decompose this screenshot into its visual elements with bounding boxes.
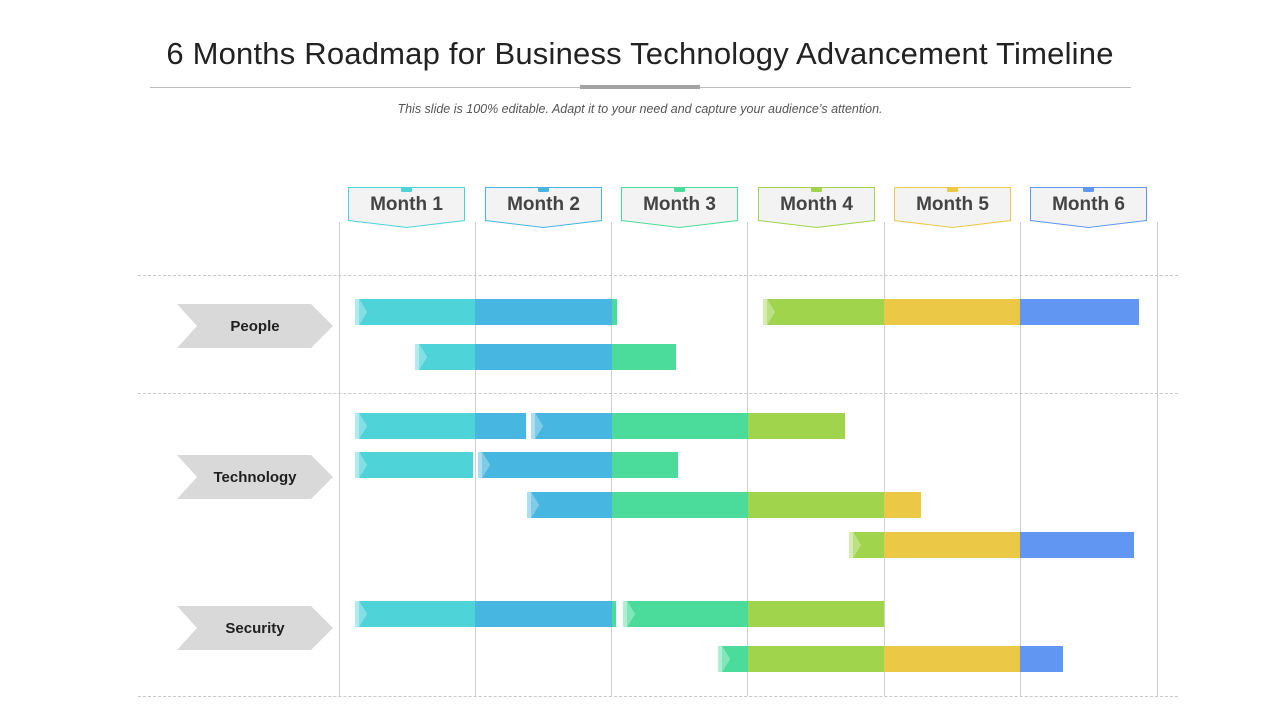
bar-start-chevron bbox=[717, 646, 730, 672]
bar-segment bbox=[884, 299, 1021, 325]
month-2-header: Month 2 bbox=[485, 187, 602, 229]
timeline-bar bbox=[415, 344, 676, 370]
bar-segment bbox=[355, 299, 476, 325]
bar-start-chevron bbox=[355, 413, 368, 439]
month-label: Month 5 bbox=[916, 194, 989, 215]
bar-segment bbox=[527, 492, 613, 518]
row-divider bbox=[138, 275, 1178, 276]
group-label: Security bbox=[225, 620, 285, 637]
page-title: 6 Months Roadmap for Business Technology… bbox=[166, 36, 1114, 71]
bar-segment bbox=[747, 492, 885, 518]
bar-segment bbox=[611, 601, 616, 627]
timeline-bar bbox=[622, 601, 885, 627]
grid-line bbox=[884, 222, 885, 696]
month-label: Month 6 bbox=[1052, 194, 1125, 215]
group-people: People bbox=[177, 304, 333, 348]
month-label: Month 4 bbox=[780, 194, 853, 215]
row-divider bbox=[138, 393, 1178, 394]
month-label: Month 1 bbox=[370, 194, 443, 215]
timeline-bar bbox=[355, 601, 616, 627]
month-1-header: Month 1 bbox=[348, 187, 465, 229]
month-3-header: Month 3 bbox=[621, 187, 738, 229]
grid-line bbox=[339, 222, 340, 696]
bar-start-chevron bbox=[622, 601, 635, 627]
month-6-header: Month 6 bbox=[1030, 187, 1147, 229]
month-label: Month 2 bbox=[507, 194, 580, 215]
bar-segment bbox=[747, 646, 885, 672]
timeline-bar bbox=[762, 299, 1140, 325]
bar-segment bbox=[611, 344, 676, 370]
bar-segment bbox=[884, 532, 1021, 558]
timeline-bar bbox=[848, 532, 1134, 558]
grid-line bbox=[1157, 222, 1158, 696]
timeline-bar bbox=[355, 413, 526, 439]
bar-segment bbox=[611, 413, 749, 439]
bar-start-chevron bbox=[527, 492, 540, 518]
bar-segment bbox=[475, 344, 613, 370]
bar-segment bbox=[611, 299, 618, 325]
timeline-bar bbox=[478, 452, 679, 478]
bar-segment bbox=[622, 601, 749, 627]
bar-segment bbox=[1020, 532, 1134, 558]
bar-segment bbox=[747, 601, 885, 627]
bar-segment bbox=[355, 413, 476, 439]
bar-start-chevron bbox=[415, 344, 428, 370]
bar-segment bbox=[884, 646, 1021, 672]
grid-line bbox=[1020, 222, 1021, 696]
month-4-header: Month 4 bbox=[758, 187, 875, 229]
bar-segment bbox=[1020, 646, 1063, 672]
bar-start-chevron bbox=[355, 452, 368, 478]
group-technology: Technology bbox=[177, 455, 333, 499]
month-5-header: Month 5 bbox=[894, 187, 1011, 229]
bar-segment bbox=[747, 413, 845, 439]
bar-start-chevron bbox=[848, 532, 861, 558]
bar-start-chevron bbox=[355, 601, 368, 627]
bar-segment bbox=[475, 299, 613, 325]
bar-segment bbox=[611, 492, 749, 518]
title-accent-bar bbox=[580, 85, 700, 89]
bar-segment bbox=[611, 452, 679, 478]
bar-segment bbox=[884, 492, 921, 518]
grid-line bbox=[747, 222, 748, 696]
timeline-bar bbox=[531, 413, 845, 439]
timeline-bar bbox=[717, 646, 1063, 672]
timeline-bar bbox=[355, 299, 618, 325]
bar-start-chevron bbox=[762, 299, 775, 325]
bar-start-chevron bbox=[355, 299, 368, 325]
timeline-bar bbox=[355, 452, 473, 478]
bar-start-chevron bbox=[531, 413, 544, 439]
group-security: Security bbox=[177, 606, 333, 650]
bar-segment bbox=[531, 413, 613, 439]
bar-start-chevron bbox=[478, 452, 491, 478]
bar-segment bbox=[475, 601, 613, 627]
month-label: Month 3 bbox=[643, 194, 716, 215]
bar-segment bbox=[478, 452, 613, 478]
bar-segment bbox=[762, 299, 885, 325]
group-label: Technology bbox=[213, 469, 297, 486]
bar-segment bbox=[355, 601, 476, 627]
row-divider bbox=[138, 696, 1178, 697]
bar-segment bbox=[355, 452, 473, 478]
page-subtitle: This slide is 100% editable. Adapt it to… bbox=[397, 102, 883, 116]
bar-segment bbox=[475, 413, 526, 439]
group-label: People bbox=[230, 318, 280, 335]
bar-segment bbox=[1020, 299, 1140, 325]
grid-line bbox=[475, 222, 476, 696]
timeline-bar bbox=[527, 492, 921, 518]
